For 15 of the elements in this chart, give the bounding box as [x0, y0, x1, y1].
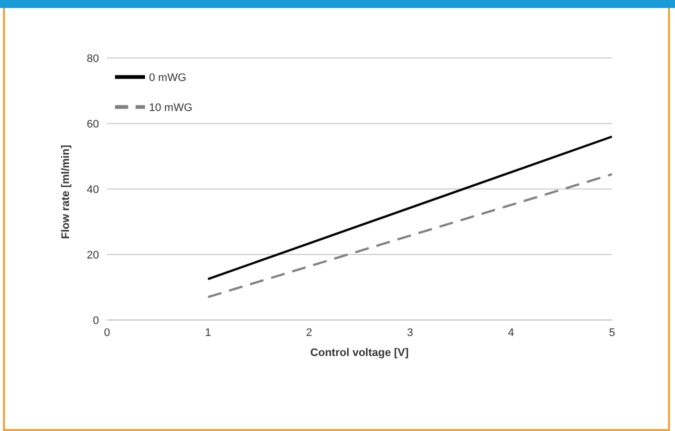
y-tick-label: 0: [92, 314, 99, 327]
legend-label: 0 mWG: [149, 72, 186, 84]
legend-label: 10 mWG: [149, 102, 192, 114]
x-tick-label: 4: [508, 326, 514, 339]
y-tick-label: 80: [86, 52, 99, 65]
x-axis-title: Control voltage [V]: [310, 347, 410, 359]
x-tick-label: 3: [406, 326, 414, 339]
x-tick-label: 2: [306, 326, 312, 339]
x-tick-label: 5: [608, 326, 616, 339]
x-tick-label: 0: [104, 326, 110, 339]
x-tick-label: 1: [204, 326, 212, 339]
y-tick-label: 40: [86, 184, 99, 196]
y-tick-label: 20: [86, 249, 99, 262]
y-axis-title: Flow rate [ml/min]: [60, 144, 72, 239]
y-tick-label: 60: [86, 118, 99, 130]
